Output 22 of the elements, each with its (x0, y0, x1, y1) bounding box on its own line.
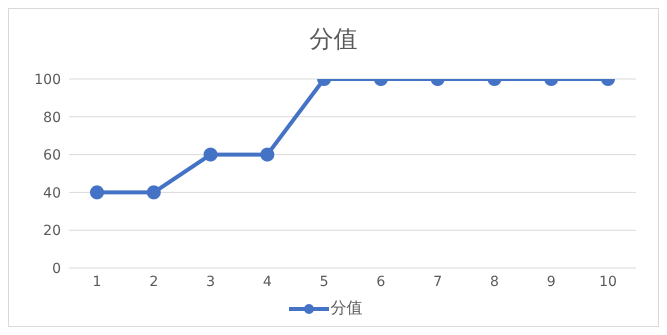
point (204, 148, 218, 162)
x-tick-label: 7 (433, 274, 442, 290)
x-tick-label: 6 (376, 274, 386, 290)
y-tick-label: 20 (43, 223, 61, 240)
y-tick-label: 80 (43, 110, 61, 126)
x-tick-label: 5 (320, 274, 329, 290)
y-tick-label: 60 (43, 148, 61, 164)
point (146, 185, 161, 200)
x-tick-label: 3 (206, 274, 216, 290)
x-tick-label: 10 (599, 274, 617, 290)
chart-title: 分值 (308, 24, 358, 55)
x-tick-label: 1 (92, 274, 102, 290)
x-tick-label: 8 (490, 274, 499, 290)
y-tick-label: 0 (52, 260, 61, 277)
x-tick-label: 2 (149, 274, 158, 290)
legend-label: 分值 (330, 298, 362, 319)
point (90, 185, 104, 200)
x-tick-label: 4 (262, 274, 272, 290)
point (260, 148, 274, 162)
y-tick-label: 40 (43, 185, 61, 202)
x-tick-label: 9 (546, 274, 556, 290)
y-tick-label: 100 (34, 72, 61, 88)
